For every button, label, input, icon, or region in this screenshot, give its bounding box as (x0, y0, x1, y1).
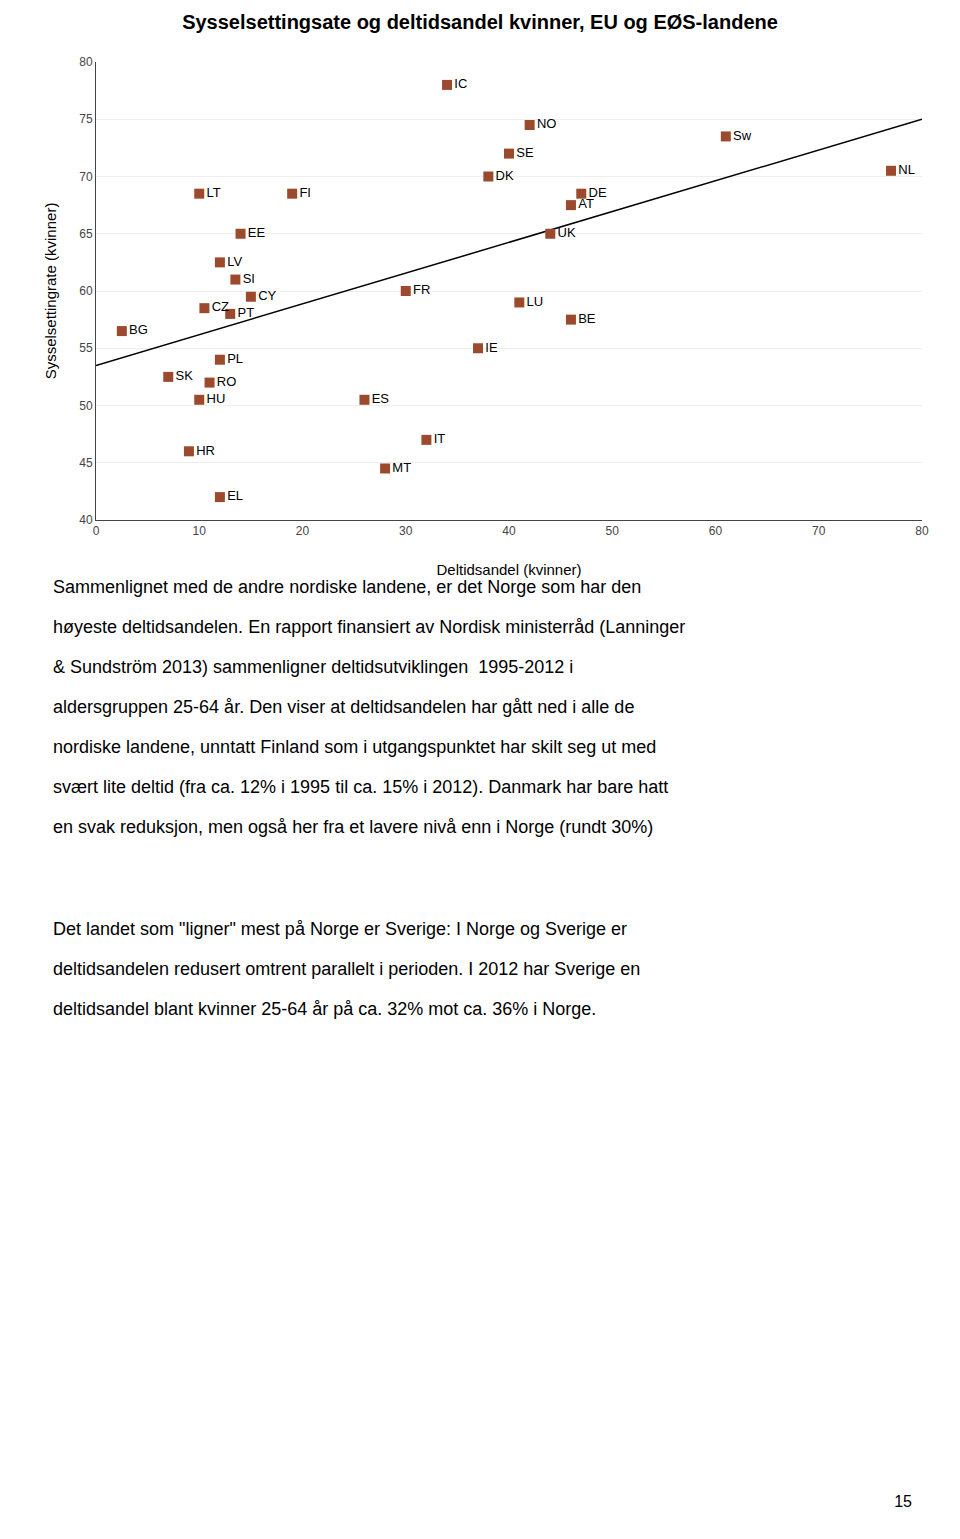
svg-text:IE: IE (485, 340, 498, 355)
svg-text:FI: FI (299, 185, 311, 200)
svg-text:NL: NL (898, 162, 915, 177)
svg-text:PT: PT (237, 305, 254, 320)
svg-text:LV: LV (227, 254, 242, 269)
svg-text:80: 80 (915, 524, 929, 538)
svg-text:BG: BG (129, 322, 148, 337)
svg-text:RO: RO (217, 374, 237, 389)
svg-text:IT: IT (434, 431, 446, 446)
svg-text:AT: AT (578, 196, 594, 211)
svg-text:HR: HR (196, 443, 215, 458)
svg-text:EE: EE (248, 225, 266, 240)
svg-text:LU: LU (527, 294, 544, 309)
svg-text:SI: SI (243, 271, 255, 286)
svg-text:75: 75 (79, 112, 93, 126)
html-text:høyeste deltidsandelen. En rap: høyeste deltidsandelen. En rapport finan… (53, 617, 686, 637)
html-text:nordiske landene, unntatt Finl: nordiske landene, unntatt Finland som i … (53, 737, 657, 757)
svg-text:30: 30 (399, 524, 413, 538)
svg-text:60: 60 (79, 284, 93, 298)
svg-text:DK: DK (496, 168, 514, 183)
svg-text:MT: MT (392, 460, 411, 475)
html-text:svært lite deltid (fra ca. 12%: svært lite deltid (fra ca. 12% i 1995 ti… (53, 777, 669, 797)
html-text:en svak reduksjon, men også he: en svak reduksjon, men også her fra et l… (53, 817, 654, 837)
svg-text:SE: SE (516, 145, 534, 160)
svg-text:DE: DE (589, 185, 607, 200)
svg-text:Sysselsettingrate (kvinner): Sysselsettingrate (kvinner) (42, 203, 59, 380)
svg-text:45: 45 (79, 456, 93, 470)
svg-text:40: 40 (79, 513, 93, 527)
html-text:& Sundström 2013) sammenligner: & Sundström 2013) sammenligner deltidsut… (53, 657, 574, 677)
svg-text:SK: SK (176, 368, 194, 383)
svg-text:65: 65 (79, 227, 93, 241)
svg-text:Sw: Sw (733, 128, 752, 143)
svg-text:PL: PL (227, 351, 243, 366)
svg-text:20: 20 (296, 524, 310, 538)
svg-text:CY: CY (258, 288, 276, 303)
html-text:deltidsandel blant kvinner 25-: deltidsandel blant kvinner 25-64 år på c… (53, 999, 597, 1019)
html-text:Det landet som "ligner" mest p: Det landet som "ligner" mest på Norge er… (53, 919, 628, 939)
svg-text:ES: ES (372, 391, 390, 406)
svg-text:70: 70 (79, 170, 93, 184)
html-text:deltidsandelen redusert omtren: deltidsandelen redusert omtrent parallel… (53, 959, 641, 979)
svg-text:UK: UK (558, 225, 576, 240)
svg-text:IC: IC (454, 76, 467, 91)
svg-text:HU: HU (207, 391, 226, 406)
svg-text:50: 50 (606, 524, 620, 538)
svg-text:LT: LT (207, 185, 221, 200)
svg-text:0: 0 (93, 524, 100, 538)
svg-text:Sysselsettingsate og deltidsan: Sysselsettingsate og deltidsandel kvinne… (182, 11, 778, 33)
svg-text:CZ: CZ (212, 299, 229, 314)
html-text:aldersgruppen 25-64 år. Den vi: aldersgruppen 25-64 år. Den viser at del… (53, 697, 635, 717)
svg-text:70: 70 (812, 524, 826, 538)
svg-text:NO: NO (537, 116, 557, 131)
html-text:15: 15 (894, 1493, 912, 1510)
svg-text:FR: FR (413, 282, 430, 297)
svg-text:Deltidsandel (kvinner): Deltidsandel (kvinner) (436, 561, 581, 578)
html-text:Sammenlignet med de andre nord: Sammenlignet med de andre nordiske lande… (53, 577, 642, 597)
svg-text:40: 40 (502, 524, 516, 538)
svg-text:55: 55 (79, 341, 93, 355)
svg-text:60: 60 (709, 524, 723, 538)
svg-text:80: 80 (79, 55, 93, 69)
svg-text:10: 10 (193, 524, 207, 538)
svg-text:EL: EL (227, 488, 243, 503)
svg-text:BE: BE (578, 311, 596, 326)
svg-text:50: 50 (79, 399, 93, 413)
